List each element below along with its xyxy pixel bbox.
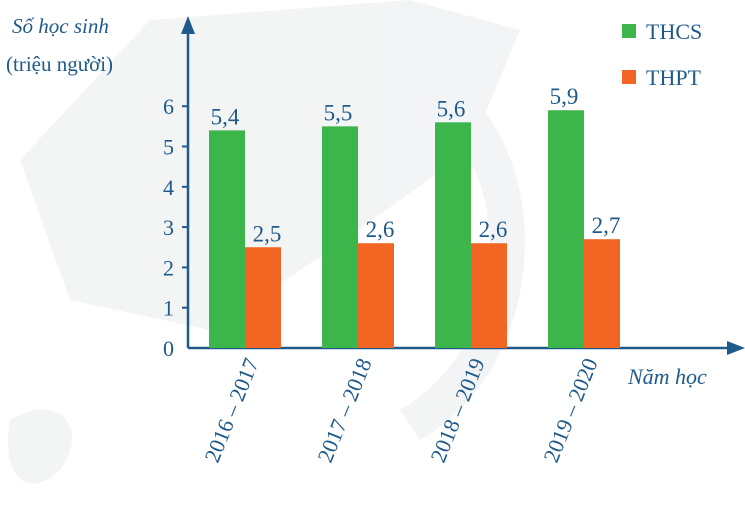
x-axis-title: Năm học — [627, 364, 707, 389]
legend-label-thcs: THCS — [646, 19, 702, 44]
value-label-thpt-1: 2,5 — [253, 221, 282, 246]
y-tick-label: 5 — [163, 135, 174, 160]
x-axis-arrow — [727, 341, 745, 355]
bar-thpt-2 — [358, 243, 394, 348]
value-label-thpt-3: 2,6 — [479, 217, 508, 242]
bar-thpt-1 — [245, 247, 281, 348]
value-label-thcs-1: 5,4 — [211, 104, 240, 129]
y-axis-arrow — [181, 16, 195, 34]
x-tick-label-1: 2016 – 2017 — [199, 355, 263, 466]
x-tick-label-4: 2019 – 2020 — [538, 355, 602, 466]
bar-thcs-2 — [322, 126, 358, 348]
y-tick-label: 3 — [163, 215, 174, 240]
value-label-thcs-2: 5,5 — [324, 100, 353, 125]
value-label-thcs-4: 5,9 — [550, 84, 579, 109]
legend-label-thpt: THPT — [646, 65, 702, 90]
bar-thcs-4 — [548, 110, 584, 348]
value-label-thcs-3: 5,6 — [437, 96, 466, 121]
bar-thpt-3 — [471, 243, 507, 348]
legend-swatch-thpt — [622, 70, 636, 84]
y-axis-title-line2: (triệu người) — [6, 52, 113, 76]
value-label-thpt-2: 2,6 — [366, 217, 395, 242]
value-label-thpt-4: 2,7 — [592, 213, 621, 238]
y-tick-label: 0 — [163, 336, 174, 361]
y-tick-label: 6 — [163, 94, 174, 119]
legend: THCS THPT — [622, 19, 702, 90]
bar-thcs-3 — [435, 122, 471, 348]
legend-swatch-thcs — [622, 24, 636, 38]
y-tick-label: 4 — [163, 175, 174, 200]
y-tick-label: 2 — [163, 255, 174, 280]
x-tick-label-2: 2017 – 2018 — [312, 355, 376, 466]
bar-thcs-1 — [209, 130, 245, 348]
bar-thpt-4 — [584, 239, 620, 348]
y-axis-title-line1: Số học sinh — [12, 14, 109, 38]
y-tick-label: 1 — [163, 296, 174, 321]
